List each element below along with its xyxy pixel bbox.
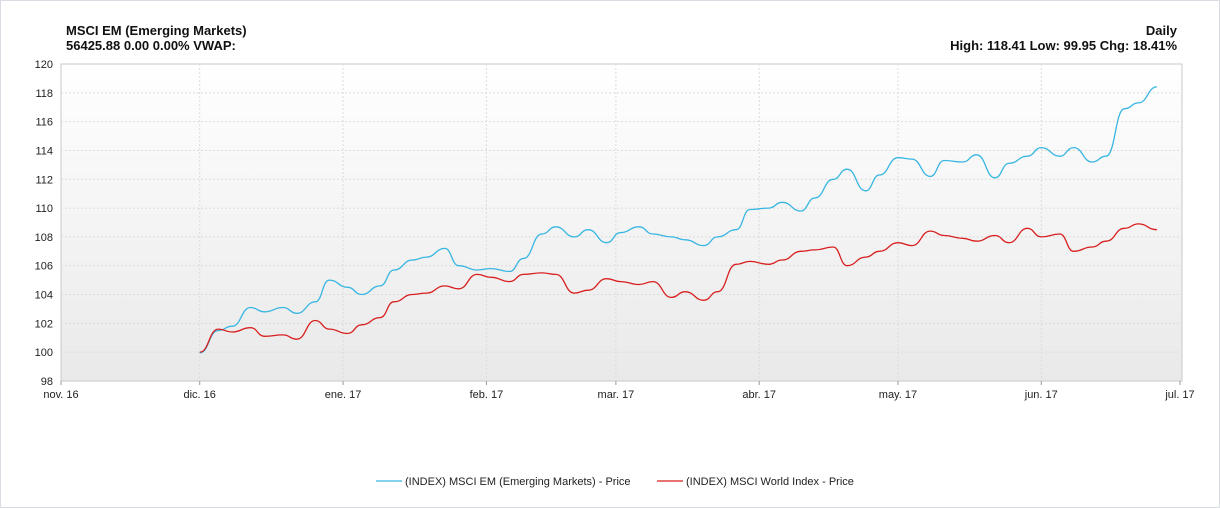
legend: (INDEX) MSCI EM (Emerging Markets) - Pri… — [376, 476, 854, 488]
x-tick-label: nov. 16 — [43, 389, 78, 401]
price-stats: High: 118.41 Low: 99.95 Chg: 18.41% — [950, 38, 1177, 53]
y-tick-label: 106 — [35, 261, 53, 273]
y-tick-label: 116 — [35, 117, 53, 129]
chart-title: MSCI EM (Emerging Markets) — [66, 23, 247, 38]
legend-label-em: (INDEX) MSCI EM (Emerging Markets) - Pri… — [405, 476, 631, 488]
series-lines — [199, 86, 1158, 354]
y-tick-label: 114 — [35, 145, 53, 157]
plot-area — [60, 63, 1183, 382]
x-tick-label: ene. 17 — [325, 389, 362, 401]
legend-label-world: (INDEX) MSCI World Index - Price — [686, 476, 854, 488]
grid-lines — [61, 64, 1182, 381]
y-tick-label: 108 — [35, 232, 53, 244]
series-line-em — [199, 86, 1158, 354]
chart-header-right: Daily High: 118.41 Low: 99.95 Chg: 18.41… — [950, 23, 1177, 53]
y-axis: 98 100 102 104 106 108 110 112 114 116 118 120 — [35, 59, 53, 388]
series-line-world — [199, 223, 1157, 353]
x-tick-label: dic. 16 — [184, 389, 216, 401]
interval-label: Daily — [1145, 23, 1177, 38]
x-tick-label: may. 17 — [879, 389, 917, 401]
y-tick-label: 104 — [35, 290, 53, 302]
y-tick-label: 110 — [35, 203, 53, 215]
chart-header-left: MSCI EM (Emerging Markets) 56425.88 0.00… — [66, 23, 247, 53]
x-tick-label: mar. 17 — [598, 389, 635, 401]
y-tick-label: 120 — [35, 59, 53, 71]
x-tick-label: jul. 17 — [1164, 389, 1194, 401]
y-tick-label: 100 — [35, 347, 53, 359]
x-tick-label: jun. 17 — [1024, 389, 1058, 401]
x-tick-label: abr. 17 — [742, 389, 776, 401]
x-axis: nov. 16 dic. 16 ene. 17 feb. 17 mar. 17 abr. … — [43, 381, 1195, 401]
y-tick-label: 102 — [35, 318, 53, 330]
quote-line: 56425.88 0.00 0.00% VWAP: — [66, 38, 236, 53]
x-tick-label: feb. 17 — [470, 389, 504, 401]
y-tick-label: 98 — [41, 376, 53, 388]
y-tick-label: 112 — [35, 174, 53, 186]
y-tick-label: 118 — [35, 88, 53, 100]
